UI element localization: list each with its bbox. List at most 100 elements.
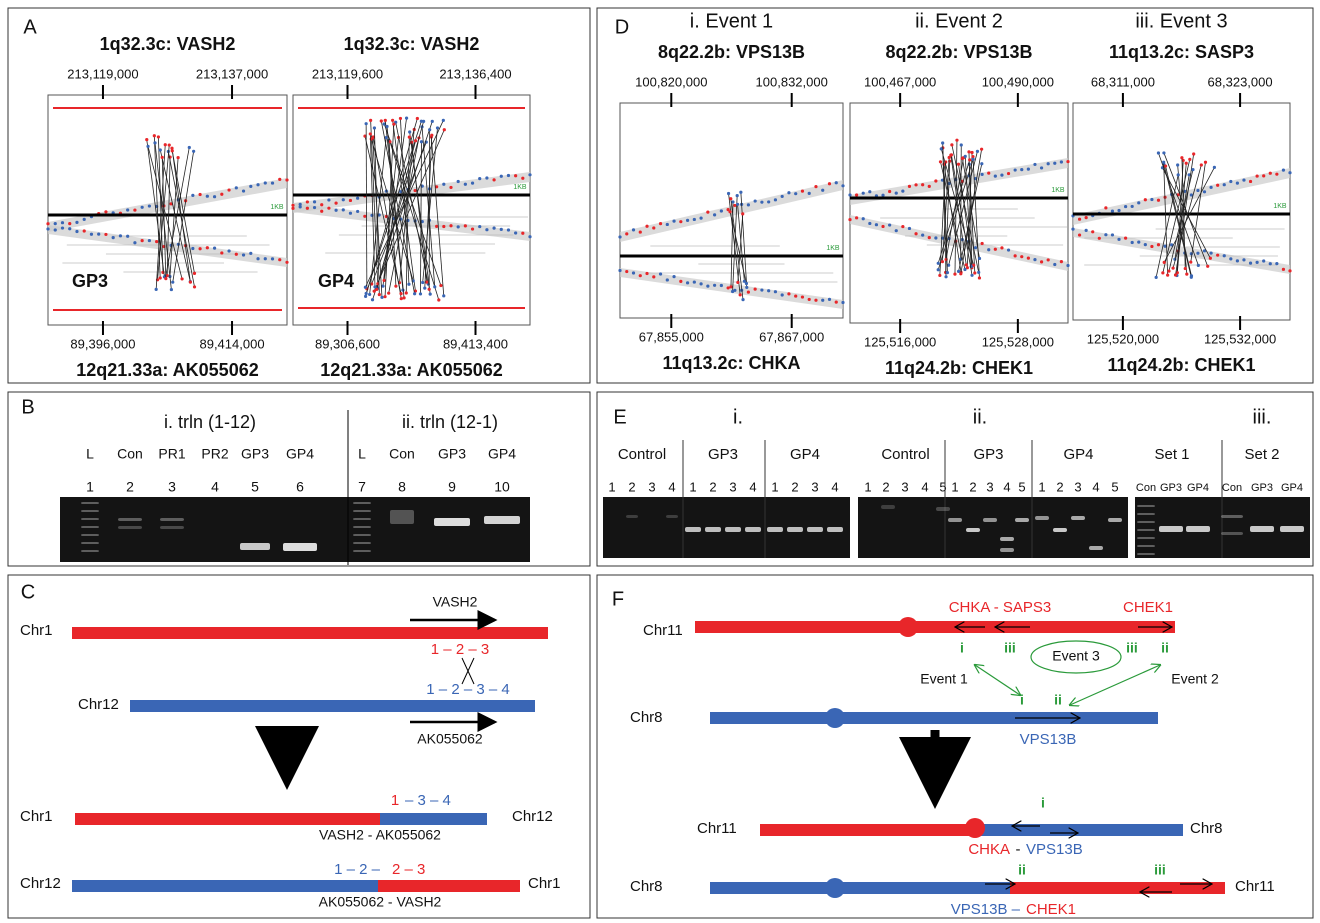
read-dot — [169, 202, 173, 206]
read-dot — [53, 222, 57, 226]
read-dot — [341, 198, 345, 202]
read-dot — [227, 249, 231, 253]
read-dot — [638, 230, 642, 234]
label: i — [1020, 692, 1024, 708]
read-dot — [746, 290, 750, 294]
tick-label: 125,528,000 — [982, 334, 1054, 349]
lane-number: GP4 — [1187, 482, 1209, 494]
read-dot — [1216, 253, 1220, 257]
read-dot — [773, 290, 778, 294]
gel-band — [745, 527, 761, 532]
pair-end — [375, 287, 379, 291]
read-dot — [1156, 243, 1161, 247]
tick-label: 213,119,600 — [312, 66, 383, 81]
gel-band — [1221, 515, 1243, 518]
read-dot — [270, 181, 275, 185]
read-dot — [1077, 217, 1082, 221]
panel-label: C — [21, 581, 35, 603]
read-dot — [1163, 244, 1167, 248]
lane-number: 1 — [771, 479, 778, 494]
read-dot — [787, 191, 791, 195]
plot-title: 1q32.3c: VASH2 — [344, 34, 480, 54]
pair-end — [187, 145, 191, 150]
read-dot — [1268, 171, 1272, 175]
pair-end — [384, 136, 388, 140]
pair-end — [956, 269, 961, 274]
pair-end — [372, 289, 376, 293]
read-dot — [1268, 262, 1272, 266]
read-dot — [1202, 249, 1207, 253]
label: VPS13B – — [951, 901, 1021, 918]
read-dot — [1130, 240, 1134, 245]
lane-label: L — [358, 446, 366, 462]
discordant-pair — [422, 127, 438, 283]
read-dot — [1066, 159, 1070, 164]
discordant-pair — [374, 127, 380, 295]
read-dot — [227, 188, 231, 192]
gel-band — [81, 550, 99, 552]
read-dot — [706, 284, 710, 288]
read-dot — [980, 241, 984, 246]
read-dot — [356, 209, 360, 214]
pair-end — [398, 116, 403, 121]
pair-end — [163, 143, 167, 147]
read-dot — [147, 238, 151, 243]
pair-end — [377, 292, 381, 297]
pair-end — [383, 295, 387, 299]
pair-end — [744, 281, 749, 286]
read-dot — [827, 297, 832, 301]
gel-band — [390, 510, 414, 524]
read-dot — [1130, 204, 1134, 209]
pair-end — [421, 280, 425, 285]
pair-end — [441, 118, 445, 122]
label: 1 – 2 – 3 – 4 — [426, 681, 509, 698]
group-title: iii. — [1253, 406, 1272, 428]
pair-end — [414, 139, 418, 143]
lane-number: GP3 — [1160, 482, 1182, 494]
tick-label: 100,490,000 — [982, 74, 1054, 89]
lane-label: GP3 — [438, 446, 466, 462]
gel-band — [484, 516, 520, 524]
pair-end — [959, 143, 963, 147]
pair-end — [1184, 161, 1188, 165]
pair-end — [192, 285, 197, 289]
read-dot — [1255, 260, 1259, 264]
gel-band — [118, 526, 142, 529]
gel-band — [1137, 505, 1155, 507]
label: iii — [1154, 862, 1166, 878]
read-dot — [327, 206, 331, 210]
gel-band — [1089, 546, 1103, 550]
read-band — [620, 268, 843, 309]
pair-end — [741, 212, 745, 216]
pair-end — [1188, 157, 1192, 161]
discordant-pair — [389, 141, 440, 301]
read-dot — [652, 226, 656, 230]
read-dot — [914, 232, 918, 236]
read-dot — [1143, 243, 1147, 247]
read-dot — [1000, 246, 1004, 250]
read-dot — [68, 227, 72, 231]
pair-end — [370, 298, 375, 302]
read-dot — [1275, 172, 1279, 176]
pair-end — [430, 119, 434, 123]
read-dot — [767, 200, 771, 204]
lane-number: 3 — [986, 479, 993, 494]
pair-end — [949, 153, 953, 157]
read-dot — [1039, 260, 1044, 264]
pair-end — [368, 292, 372, 297]
read-dot — [848, 193, 852, 197]
pair-end — [936, 261, 940, 265]
read-dot — [60, 221, 65, 225]
pair-end — [364, 291, 368, 296]
pair-end — [1166, 273, 1170, 277]
lane-number: Con — [1136, 482, 1156, 494]
chromosome — [710, 882, 1010, 894]
pair-end — [425, 280, 429, 284]
lane-number: 2 — [1056, 479, 1063, 494]
read-dot — [155, 240, 159, 244]
gel-band — [118, 518, 142, 521]
pair-end — [442, 294, 446, 298]
pair-end — [1161, 271, 1165, 275]
set-label: Set 1 — [1154, 446, 1189, 463]
event-title: i. Event 1 — [690, 10, 773, 32]
